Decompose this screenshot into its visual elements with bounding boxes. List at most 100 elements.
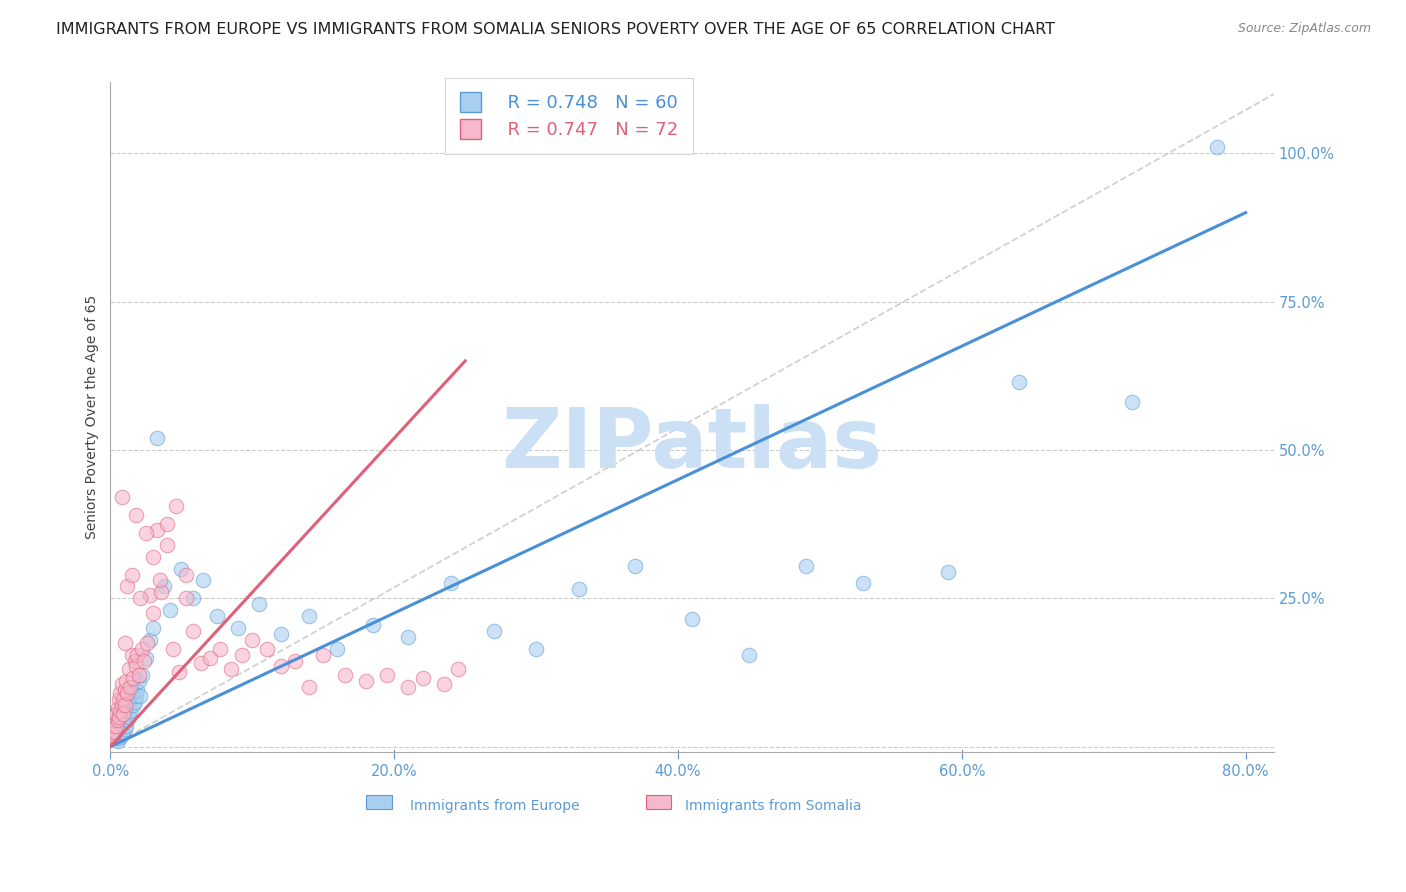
Point xyxy=(270,659,292,673)
Point xyxy=(205,609,228,624)
Point xyxy=(681,612,703,626)
Point xyxy=(107,701,129,715)
Point xyxy=(120,680,142,694)
Point xyxy=(433,677,456,691)
Point xyxy=(129,689,152,703)
Point xyxy=(624,558,647,573)
Point xyxy=(181,591,204,606)
Text: Immigrants from Somalia: Immigrants from Somalia xyxy=(685,799,862,814)
Point xyxy=(136,636,159,650)
Point xyxy=(118,710,141,724)
Point xyxy=(936,565,959,579)
Point xyxy=(1007,375,1029,389)
Point xyxy=(153,579,176,593)
Point xyxy=(156,517,179,532)
Point xyxy=(121,648,143,662)
Point xyxy=(111,719,134,733)
Point xyxy=(108,728,131,742)
Point xyxy=(326,641,349,656)
Point xyxy=(142,549,165,564)
Point xyxy=(114,683,136,698)
Point xyxy=(114,710,136,724)
Point xyxy=(354,674,377,689)
Point xyxy=(162,641,184,656)
Point xyxy=(298,609,321,624)
Point xyxy=(208,641,231,656)
Point xyxy=(111,677,134,691)
Point xyxy=(115,704,138,718)
Point xyxy=(125,508,148,523)
Point xyxy=(170,561,193,575)
Point xyxy=(174,567,197,582)
Point xyxy=(167,665,190,680)
Point xyxy=(104,713,127,727)
Point xyxy=(105,719,128,733)
Point xyxy=(112,724,135,739)
Point xyxy=(110,724,132,739)
Point xyxy=(112,692,135,706)
Point xyxy=(108,692,131,706)
Point xyxy=(125,659,148,673)
Point xyxy=(440,576,463,591)
Point xyxy=(117,698,139,712)
Point xyxy=(159,603,181,617)
Point xyxy=(110,704,132,718)
Point xyxy=(112,706,135,721)
Point xyxy=(190,657,212,671)
Point xyxy=(149,574,172,588)
Point xyxy=(111,698,134,712)
Point xyxy=(118,692,141,706)
Y-axis label: Seniors Poverty Over the Age of 65: Seniors Poverty Over the Age of 65 xyxy=(86,295,100,540)
Point xyxy=(135,526,157,541)
Point xyxy=(191,574,214,588)
Point xyxy=(122,671,145,685)
Point xyxy=(568,582,591,597)
FancyBboxPatch shape xyxy=(367,795,392,809)
Point xyxy=(249,597,271,611)
Point xyxy=(482,624,505,638)
Point xyxy=(146,431,169,445)
Point xyxy=(231,648,253,662)
Point xyxy=(110,686,132,700)
Point xyxy=(135,650,157,665)
Text: IMMIGRANTS FROM EUROPE VS IMMIGRANTS FROM SOMALIA SENIORS POVERTY OVER THE AGE O: IMMIGRANTS FROM EUROPE VS IMMIGRANTS FRO… xyxy=(56,22,1056,37)
Point xyxy=(226,621,249,635)
Point xyxy=(127,648,149,662)
Point xyxy=(101,731,124,745)
Point xyxy=(125,689,148,703)
FancyBboxPatch shape xyxy=(645,795,671,809)
Point xyxy=(111,728,134,742)
Point xyxy=(270,627,292,641)
Point xyxy=(333,668,356,682)
Point xyxy=(115,674,138,689)
Point xyxy=(134,654,156,668)
Point xyxy=(1121,395,1143,409)
Point xyxy=(131,641,153,656)
Point xyxy=(121,567,143,582)
Point xyxy=(128,668,150,682)
Point xyxy=(112,715,135,730)
Point xyxy=(284,654,307,668)
Point xyxy=(107,733,129,747)
Point xyxy=(142,606,165,620)
Point xyxy=(361,618,384,632)
Legend:   R = 0.748   N = 60,   R = 0.747   N = 72: R = 0.748 N = 60, R = 0.747 N = 72 xyxy=(446,78,693,153)
Point xyxy=(118,662,141,676)
Point xyxy=(105,731,128,745)
Point xyxy=(107,713,129,727)
Point xyxy=(150,585,173,599)
Point xyxy=(256,641,278,656)
Point xyxy=(139,588,162,602)
Point xyxy=(198,650,221,665)
Point xyxy=(114,698,136,712)
Point xyxy=(375,668,398,682)
Point xyxy=(120,704,142,718)
Point xyxy=(129,591,152,606)
Point xyxy=(240,632,263,647)
Point xyxy=(103,728,125,742)
Point xyxy=(122,680,145,694)
Point xyxy=(139,632,162,647)
Point xyxy=(165,500,187,514)
Point xyxy=(738,648,761,662)
Point xyxy=(128,674,150,689)
